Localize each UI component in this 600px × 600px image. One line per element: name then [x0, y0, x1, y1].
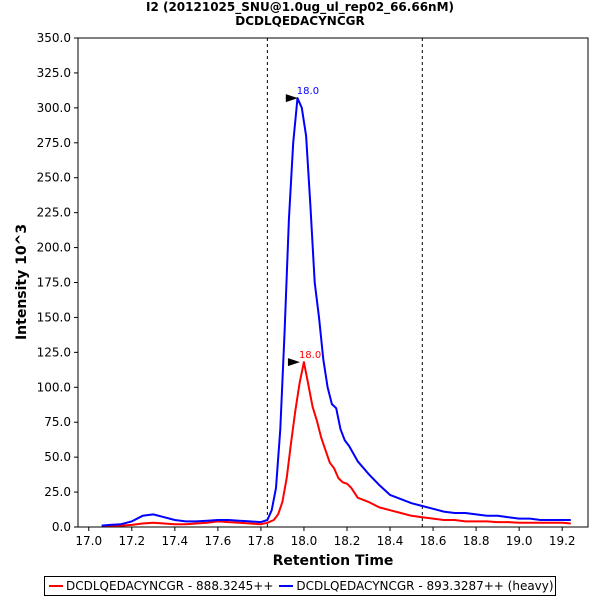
y-tick-label: 325.0	[37, 66, 71, 80]
y-tick-label: 200.0	[37, 241, 71, 255]
peak-labels: 18.0 18.0	[285, 86, 321, 367]
y-tick-label: 250.0	[37, 171, 71, 185]
y-tick-label: 175.0	[37, 276, 71, 290]
y-axis: 0.0 25.0 50.0 75.0 100.0 125.0 150.0 175.0 200.0…	[37, 31, 78, 534]
legend-swatch-light	[49, 585, 63, 587]
peak-label: 18.0	[297, 86, 319, 97]
x-tick-label: 18.0	[291, 534, 318, 548]
y-tick-label: 275.0	[37, 136, 71, 150]
peak-label: 18.0	[299, 350, 321, 361]
series-line-heavy	[101, 97, 571, 527]
legend-swatch-heavy	[279, 585, 294, 587]
legend-label-light: DCDLQEDACYNCGR - 888.3245++	[66, 579, 274, 593]
y-tick-label: 25.0	[44, 485, 71, 499]
y-tick-label: 100.0	[37, 380, 71, 394]
y-tick-label: 300.0	[37, 101, 71, 115]
x-axis: 17.0 17.2 17.4 17.6 17.8 18.0 18.2 18.4 18.6 18.8…	[75, 527, 576, 548]
y-tick-label: 125.0	[37, 345, 71, 359]
y-axis-label: Intensity 10^3	[14, 224, 30, 340]
chromatogram-chart: 0.0 25.0 50.0 75.0 100.0 125.0 150.0 175.0 200.0…	[14, 31, 589, 569]
legend-label-heavy: DCDLQEDACYNCGR - 893.3287++ (heavy)	[296, 579, 554, 593]
series-line-light	[101, 361, 571, 527]
y-tick-label: 350.0	[37, 31, 71, 45]
series-layer	[101, 97, 571, 527]
x-tick-label: 18.6	[420, 534, 447, 548]
x-tick-label: 17.6	[205, 534, 232, 548]
x-tick-label: 18.2	[334, 534, 361, 548]
x-axis-label: Retention Time	[273, 553, 394, 569]
x-tick-label: 18.8	[463, 534, 490, 548]
x-tick-label: 17.2	[118, 534, 145, 548]
x-tick-label: 18.4	[377, 534, 404, 548]
x-tick-label: 17.0	[75, 534, 102, 548]
y-tick-label: 225.0	[37, 206, 71, 220]
legend: DCDLQEDACYNCGR - 888.3245++ DCDLQEDACYNC…	[44, 576, 556, 596]
x-tick-label: 17.4	[161, 534, 188, 548]
x-tick-label: 19.0	[506, 534, 533, 548]
plot-area	[77, 37, 589, 528]
x-tick-label: 17.8	[248, 534, 275, 548]
legend-item-light: DCDLQEDACYNCGR - 888.3245++	[49, 579, 273, 593]
legend-item-heavy: DCDLQEDACYNCGR - 893.3287++ (heavy)	[279, 579, 554, 593]
chart-title: I2 (20121025_SNU@1.0ug_ul_rep02_66.66nM)	[145, 0, 455, 14]
y-tick-label: 150.0	[37, 310, 71, 324]
x-tick-label: 19.2	[549, 534, 576, 548]
y-tick-label: 0.0	[52, 520, 71, 534]
y-tick-label: 50.0	[44, 450, 71, 464]
y-tick-label: 75.0	[44, 415, 71, 429]
chart-subtitle: DCDLQEDACYNCGR	[235, 14, 365, 28]
